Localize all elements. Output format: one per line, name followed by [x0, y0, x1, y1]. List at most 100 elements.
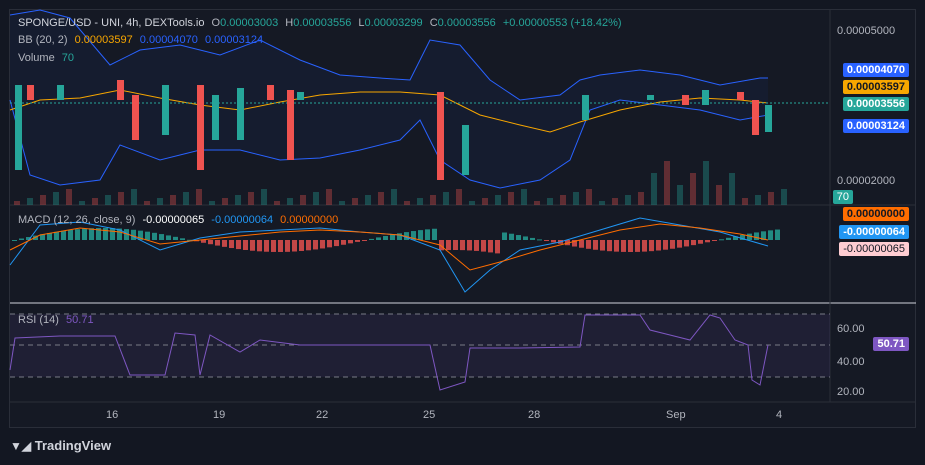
- volume-bar: [755, 195, 761, 205]
- volume-bar: [287, 198, 293, 205]
- bb-lower-value: 0.00003124: [204, 34, 264, 46]
- macd-hist-bar: [663, 240, 668, 250]
- low-label: L: [358, 17, 365, 29]
- rsi-tick-40: 40.00: [837, 356, 865, 368]
- volume-bar: [716, 185, 722, 205]
- volume-bar: [690, 173, 696, 205]
- macd-hist-bar: [670, 240, 675, 249]
- macd-hist-bar: [628, 240, 633, 252]
- macd-hist-bar: [341, 240, 346, 245]
- macd-hist-bar: [453, 240, 458, 251]
- macd-hist-bar: [747, 233, 752, 240]
- macd-hist-bar: [96, 228, 101, 240]
- symbol-title: SPONGE/USD - UNI, 4h, DEXTools.io: [18, 17, 205, 29]
- volume-bar: [79, 201, 85, 205]
- volume-bar: [430, 195, 436, 205]
- tradingview-logo[interactable]: ▼◢ TradingView: [10, 438, 111, 453]
- macd-hist-bar: [383, 235, 388, 240]
- volume-legend: Volume 70: [18, 52, 78, 64]
- macd-hist-bar: [572, 240, 577, 247]
- macd-hist-bar: [495, 240, 500, 254]
- macd-hist-bar: [754, 232, 759, 240]
- symbol-legend: SPONGE/USD - UNI, 4h, DEXTools.io O0.000…: [18, 17, 626, 29]
- macd-hist-bar: [775, 229, 780, 240]
- macd-line-label: -0.00000064: [839, 225, 909, 239]
- macd-hist-bar: [649, 240, 654, 252]
- macd-hist-bar: [488, 240, 493, 253]
- macd-hist-bar: [264, 240, 269, 252]
- macd-hist-bar: [551, 240, 556, 243]
- chart-frame[interactable]: [9, 9, 916, 428]
- candle: [737, 92, 744, 100]
- volume-bar: [729, 173, 735, 205]
- volume-bar: [482, 198, 488, 205]
- volume-bar: [326, 189, 332, 205]
- time-tick-19: 19: [213, 409, 226, 421]
- candle: [437, 92, 444, 180]
- volume-bar: [352, 198, 358, 205]
- bb-upper-line: [9, 9, 768, 101]
- candle: [765, 105, 772, 132]
- macd-hist-bar: [761, 231, 766, 240]
- volume-bar: [92, 198, 98, 205]
- macd-hist-bar: [306, 240, 311, 251]
- change-value: +0.00000553 (+18.42%): [502, 17, 622, 29]
- macd-hist-bar: [278, 240, 283, 252]
- time-tick-4: 4: [776, 409, 783, 421]
- macd-hist-bar: [355, 240, 360, 242]
- macd-hist-bar: [110, 228, 115, 240]
- volume-value: 70: [61, 52, 75, 64]
- macd-hist-bar: [103, 228, 108, 240]
- rsi-line: [9, 314, 769, 391]
- macd-hist-bar: [40, 234, 45, 240]
- volume-bar: [235, 195, 241, 205]
- candle: [582, 95, 589, 120]
- bb-label: BB (20, 2): [18, 34, 68, 46]
- volume-bar: [677, 185, 683, 205]
- macd-hist-bar: [187, 239, 192, 241]
- volume-bar: [274, 201, 280, 205]
- macd-hist-bar: [712, 240, 717, 241]
- macd-hist-bar: [411, 231, 416, 240]
- volume-bar: [495, 195, 501, 205]
- bb-basis-line: [9, 89, 769, 133]
- candle: [132, 95, 139, 140]
- macd-hist-bar: [26, 237, 31, 240]
- macd-hist-bar: [439, 240, 444, 251]
- macd-hist-bar: [516, 235, 521, 240]
- volume-bar: [209, 201, 215, 205]
- volume-bar: [404, 201, 410, 205]
- rsi-value: 50.71: [66, 314, 94, 326]
- price-tick-bottom: 0.00002000: [837, 175, 896, 187]
- volume-bar: [612, 198, 618, 205]
- volume-bar: [703, 161, 709, 205]
- volume-bar: [27, 198, 33, 205]
- candle: [647, 95, 654, 100]
- volume-price-label: 70: [832, 190, 853, 204]
- bb-basis-value: 0.00003597: [74, 34, 133, 46]
- volume-bar: [508, 192, 514, 205]
- macd-hist-bar: [656, 240, 661, 251]
- macd-hist-bar: [138, 230, 143, 240]
- macd-hist-bar: [425, 229, 430, 240]
- macd-hist-bar: [257, 240, 262, 252]
- macd-hist-bar: [537, 239, 542, 241]
- macd-hist-bar: [614, 240, 619, 252]
- macd-hist-bar: [418, 230, 423, 240]
- macd-hist-bar: [404, 232, 409, 240]
- macd-hist-bar: [19, 238, 24, 240]
- candle: [682, 95, 689, 105]
- macd-hist-bar: [47, 232, 52, 240]
- macd-hist-bar: [201, 240, 206, 243]
- macd-hist-bar: [768, 230, 773, 240]
- macd-hist-bar: [229, 240, 234, 249]
- volume-bar: [183, 192, 189, 205]
- macd-hist-bar: [250, 240, 255, 251]
- time-tick-16: 16: [106, 409, 119, 421]
- macd-hist-bar: [362, 240, 367, 241]
- volume-bar: [664, 161, 670, 205]
- volume-bar: [560, 195, 566, 205]
- price-tick-top: 0.00005000: [837, 25, 896, 37]
- volume-bar: [105, 195, 111, 205]
